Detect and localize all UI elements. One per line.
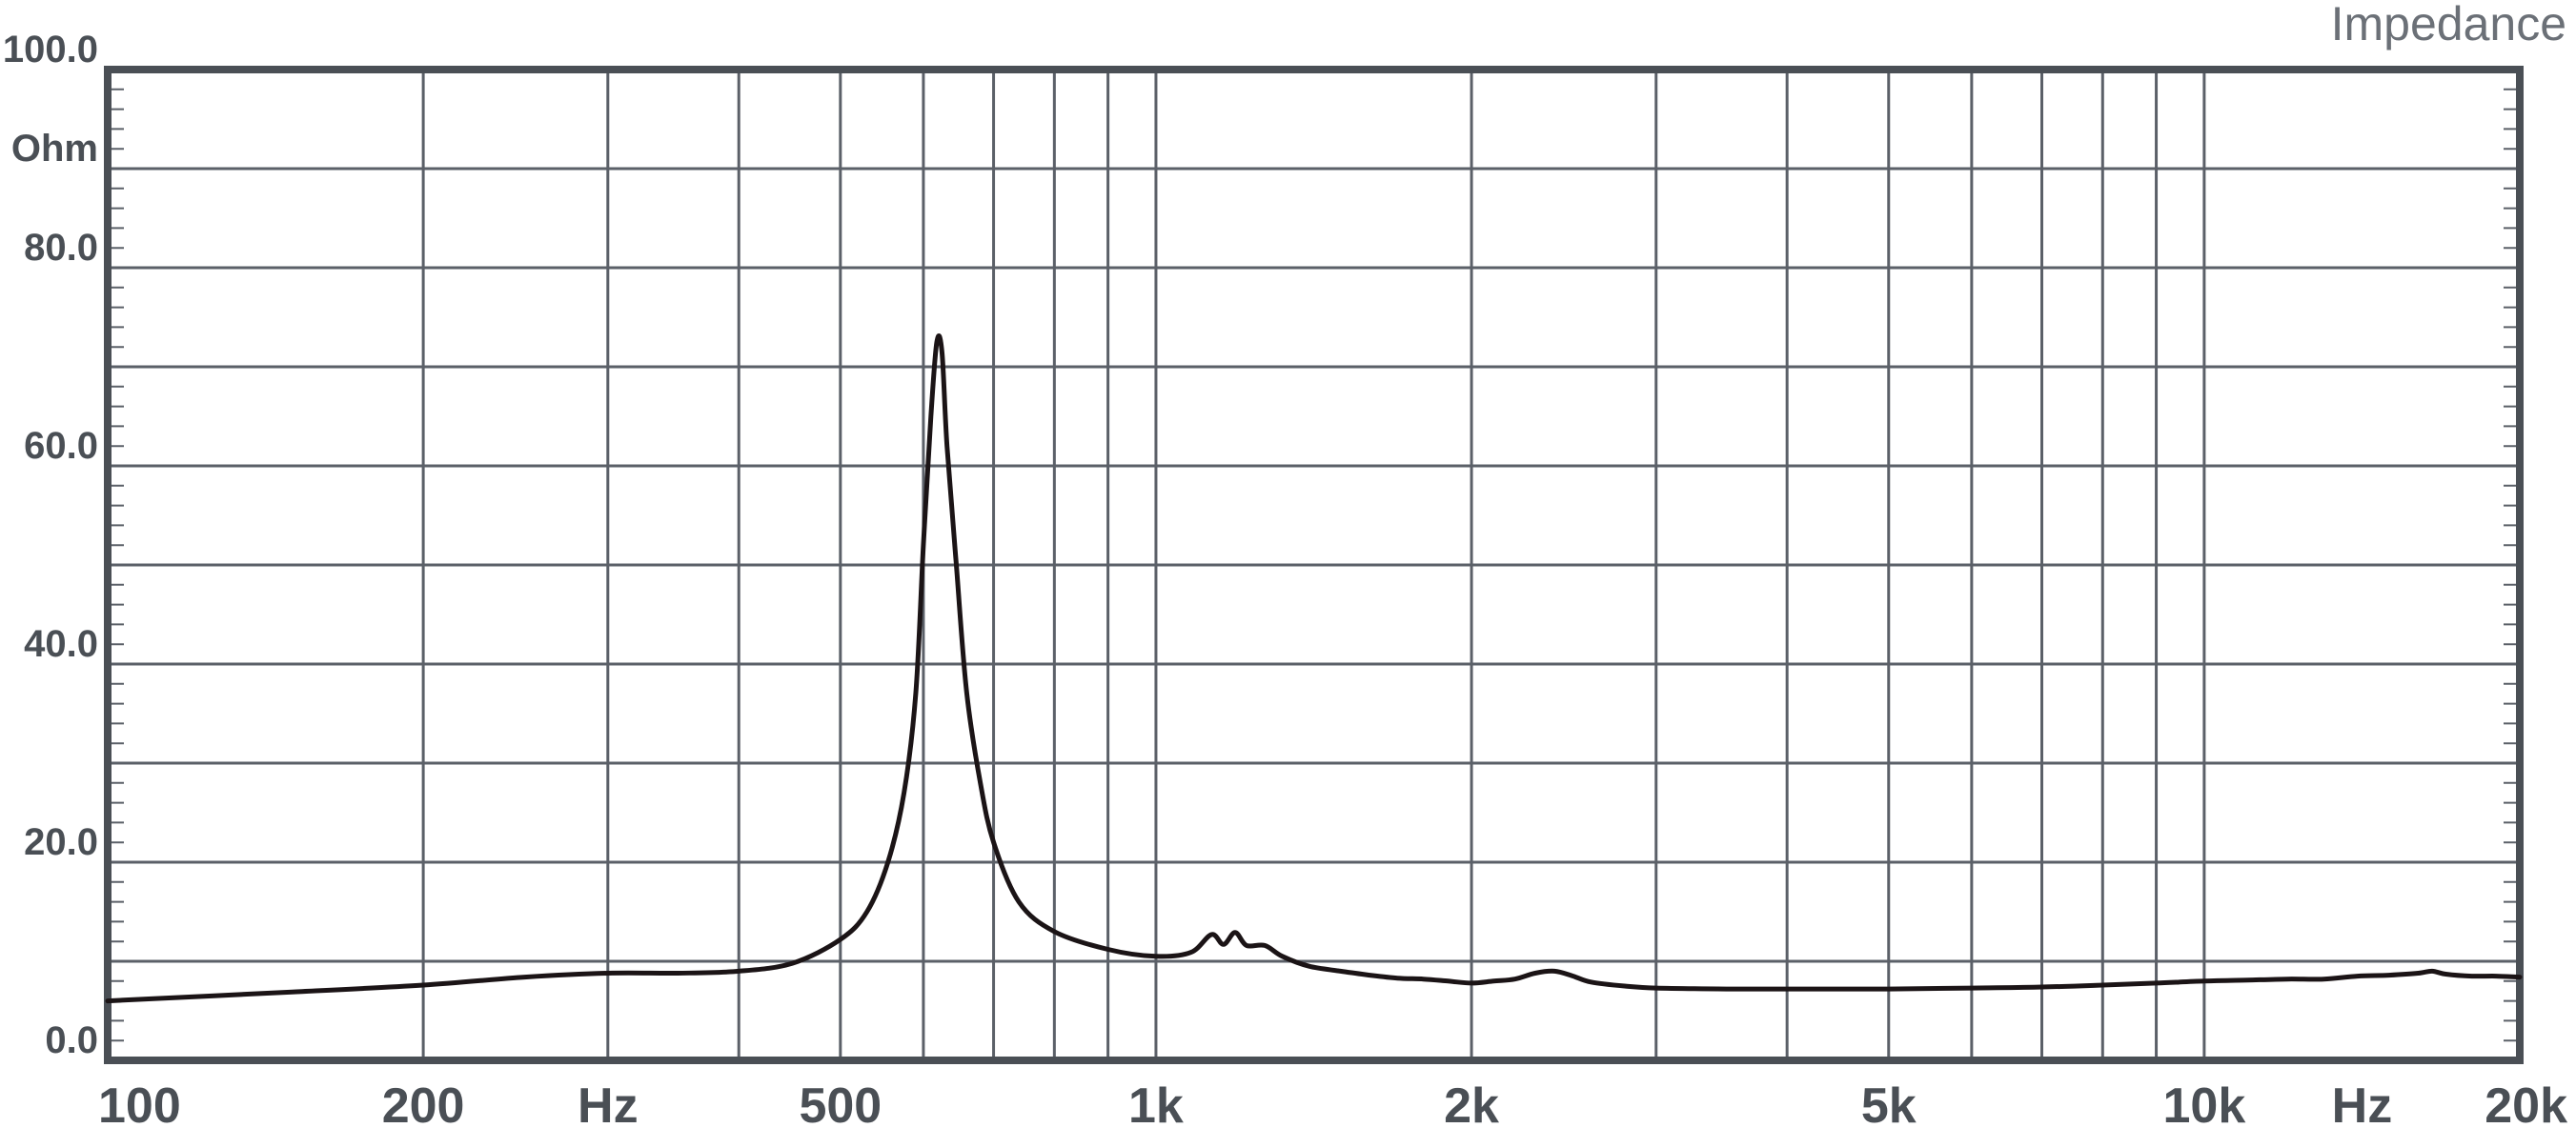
x-tick-label: 5k <box>1861 1078 1917 1128</box>
x-tick-label: 10k <box>2163 1078 2246 1128</box>
y-tick-label: 80.0 <box>24 227 98 269</box>
y-tick-label: 20.0 <box>24 821 98 863</box>
chart-title: Impedance <box>2331 0 2566 50</box>
x-tick-label: 500 <box>799 1078 882 1128</box>
curve-layer <box>105 333 2523 1004</box>
plot-frame <box>104 66 2524 1064</box>
impedance-curve <box>105 333 2523 1004</box>
x-tick-label: 2k <box>1444 1078 1499 1128</box>
y-tick-label: 40.0 <box>24 623 98 665</box>
label-layer: 100 200 500 1k 2k 5k 10k 20k Hz Hz 0.0 20.0 40.0 60.0… <box>3 0 2567 1128</box>
x-unit-label: Hz <box>578 1078 639 1128</box>
x-tick-label: 100 <box>98 1078 181 1128</box>
x-unit-label: Hz <box>2332 1078 2393 1128</box>
y-tick-label: 60.0 <box>24 425 98 467</box>
y-unit-label: Ohm <box>11 128 98 170</box>
y-tick-label: 100.0 <box>3 29 98 70</box>
x-tick-label: 20k <box>2485 1078 2567 1128</box>
x-tick-label: 1k <box>1128 1078 1184 1128</box>
x-tick-label: 200 <box>382 1078 465 1128</box>
y-tick-label: 0.0 <box>45 1019 98 1061</box>
